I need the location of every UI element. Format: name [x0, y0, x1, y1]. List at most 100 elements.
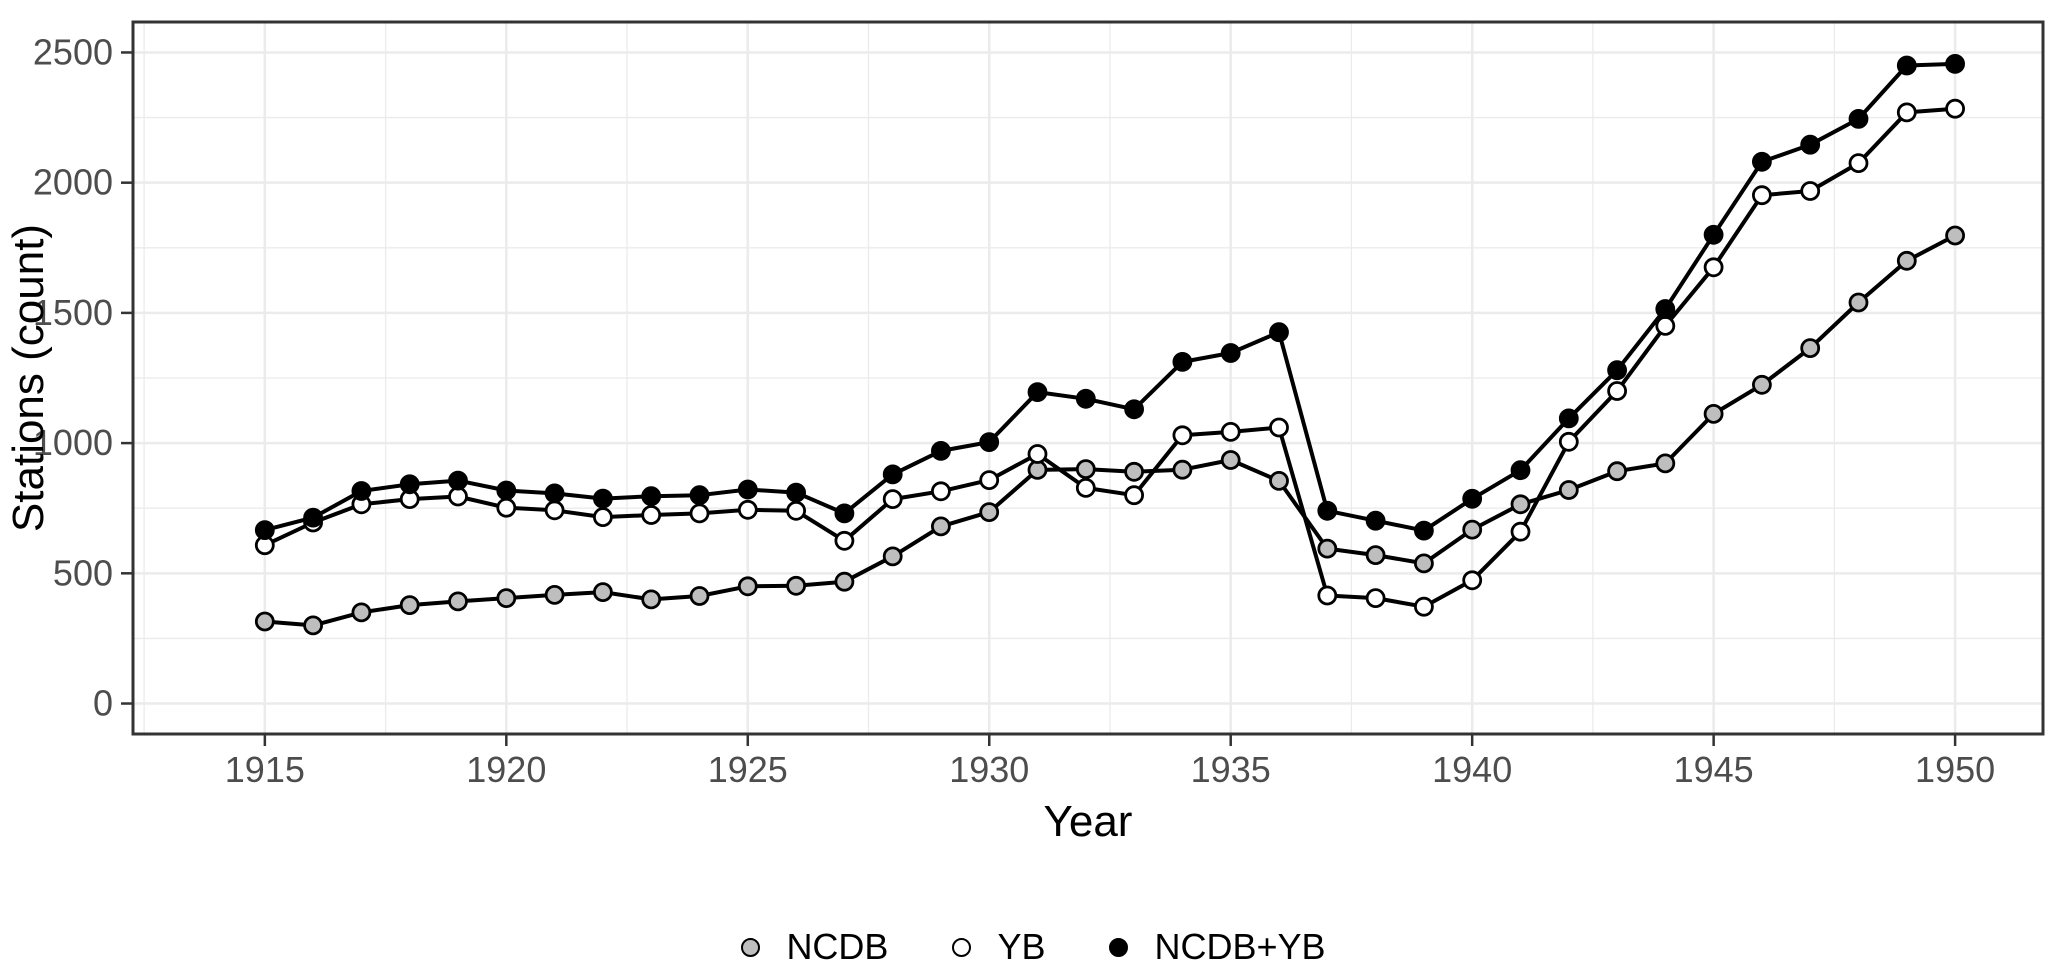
data-point-yb [1124, 485, 1144, 506]
data-point-ncdb [641, 589, 662, 610]
data-point-ncdb-yb [496, 480, 517, 501]
data-point-ncdb-yb [979, 432, 1000, 453]
data-point-ncdb-yb [1269, 322, 1289, 343]
data-point-ncdb [737, 576, 758, 597]
data-point-ncdb [834, 571, 855, 592]
data-point-ncdb [689, 586, 710, 606]
data-point-yb [737, 499, 758, 520]
data-point-yb [786, 500, 806, 521]
data-point-ncdb-yb [1510, 460, 1531, 481]
data-point-yb [1027, 444, 1048, 464]
data-point-ncdb-yb [1462, 488, 1483, 509]
data-point-ncdb [593, 582, 613, 602]
data-point-ncdb-yb [1655, 299, 1676, 319]
data-point-ncdb [1269, 470, 1289, 491]
data-point-ncdb-yb [544, 483, 565, 504]
data-point-yb [593, 507, 613, 527]
data-point-ncdb-yb [1365, 510, 1386, 531]
data-point-ncdb-yb [882, 464, 903, 485]
data-point-ncdb [399, 595, 420, 615]
data-point-ncdb-yb [593, 488, 613, 509]
data-point-yb [544, 500, 565, 521]
data-point-yb [689, 503, 710, 524]
data-point-yb [641, 505, 662, 525]
x-tick-label: 1950 [1915, 749, 1995, 790]
data-point-ncdb-yb [1945, 54, 1965, 74]
data-point-ncdb [1365, 545, 1386, 565]
data-point-yb [979, 470, 1000, 491]
data-point-ncdb [1124, 461, 1144, 482]
data-point-yb [931, 481, 951, 502]
y-tick-label: 1000 [33, 422, 113, 463]
data-point-ncdb [1414, 553, 1434, 574]
data-point-ncdb [1848, 292, 1869, 313]
data-point-yb [1703, 257, 1724, 278]
data-point-ncdb-yb [1558, 408, 1579, 429]
y-tick-label: 2000 [33, 162, 113, 203]
data-point-ncdb [931, 516, 951, 537]
data-point-ncdb [496, 588, 517, 608]
data-point-ncdb [254, 611, 275, 632]
data-point-ncdb [882, 546, 903, 567]
data-point-ncdb [1462, 519, 1483, 540]
data-point-yb [1752, 185, 1772, 206]
data-point-ncdb [1220, 450, 1241, 470]
data-point-ncdb-yb [1896, 55, 1917, 76]
data-point-ncdb-yb [1607, 360, 1627, 381]
x-tick-label: 1915 [225, 749, 305, 790]
data-point-ncdb-yb [1414, 520, 1434, 541]
data-point-ncdb [351, 602, 372, 623]
data-point-ncdb [1945, 225, 1965, 246]
data-point-ncdb-yb [689, 485, 710, 506]
data-point-ncdb [1607, 461, 1627, 482]
data-point-ncdb [786, 575, 806, 596]
x-axis-title: Year [1044, 797, 1133, 846]
data-point-yb [1558, 431, 1579, 452]
data-point-yb [1607, 381, 1627, 401]
data-point-yb [1462, 570, 1483, 591]
data-point-ncdb-yb [303, 507, 324, 528]
data-point-ncdb-yb [1220, 343, 1241, 363]
data-point-ncdb-yb [1172, 351, 1193, 372]
data-point-ncdb-yb [834, 503, 855, 524]
data-point-ncdb [1172, 459, 1193, 480]
data-point-ncdb [303, 615, 324, 636]
data-point-ncdb-yb [1703, 224, 1724, 245]
data-point-ncdb [1752, 374, 1772, 395]
data-point-yb [1172, 425, 1193, 446]
data-point-yb [448, 486, 468, 507]
panel-border [131, 20, 2045, 736]
data-point-ncdb [979, 502, 1000, 522]
x-tick-label: 1925 [708, 749, 788, 790]
x-tick-label: 1930 [949, 749, 1029, 790]
y-axis-title: Stations (count) [4, 224, 53, 532]
data-point-ncdb-yb [351, 481, 372, 501]
data-point-ncdb [1655, 453, 1676, 474]
x-tick-label: 1935 [1191, 749, 1271, 790]
data-point-yb [1655, 315, 1676, 336]
data-point-ncdb [1317, 538, 1338, 559]
y-tick-label: 2500 [33, 31, 113, 72]
x-tick-label: 1945 [1674, 749, 1754, 790]
y-tick-label: 1500 [33, 292, 113, 333]
data-point-ncdb-yb [1317, 500, 1338, 521]
data-point-yb [1848, 153, 1869, 174]
data-point-ncdb [448, 591, 468, 612]
y-tick-label: 0 [93, 683, 113, 724]
data-point-ncdb-yb [254, 520, 275, 540]
data-point-ncdb-yb [1027, 382, 1048, 403]
data-point-ncdb [1703, 403, 1724, 424]
data-point-yb [1800, 181, 1821, 201]
data-point-ncdb [1800, 338, 1821, 359]
data-point-yb [1075, 477, 1096, 498]
data-point-yb [1945, 98, 1965, 119]
y-tick-label: 500 [53, 552, 113, 593]
data-point-yb [1365, 588, 1386, 608]
data-point-ncdb [1558, 480, 1579, 500]
data-point-yb [1896, 102, 1917, 123]
data-point-ncdb-yb [931, 440, 951, 461]
data-point-yb [882, 489, 903, 510]
data-point-ncdb-yb [448, 470, 468, 491]
